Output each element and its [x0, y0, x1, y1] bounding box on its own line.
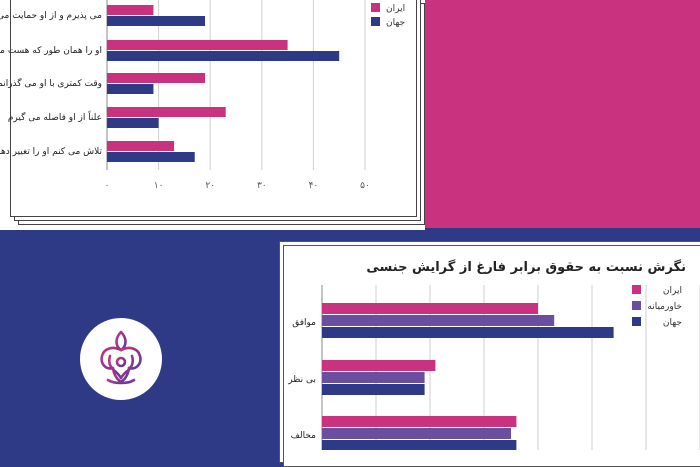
x-tick-label: ۳۰ [257, 181, 267, 191]
category-label: تلاش می کنم او را تغییر دهم [0, 147, 102, 157]
category-label: علناً از او فاصله می گیرم [8, 110, 102, 123]
chart-title: نگرش نسبت به حقوق برابر فارغ از گرایش جن… [366, 259, 686, 275]
bar [107, 118, 159, 128]
bar [322, 360, 436, 371]
legend-swatch [371, 3, 380, 12]
legend-swatch [632, 285, 641, 294]
legend-label: جهان [663, 318, 682, 328]
bar [322, 416, 517, 427]
bar [107, 51, 340, 61]
category-label: موافق [292, 318, 316, 328]
legend-swatch [632, 301, 641, 310]
x-tick-label: ۲۰ [205, 181, 215, 191]
bar [322, 327, 614, 338]
flower-logo-icon [100, 330, 142, 385]
x-tick-label: ۵۰ [360, 181, 370, 191]
top-chart-card [10, 0, 417, 217]
bar [107, 152, 195, 162]
category-label: مخالف [291, 431, 317, 441]
x-tick-label: ۱۰ [154, 181, 164, 191]
logo [80, 318, 162, 400]
legend-label: جهان [386, 18, 405, 28]
bar [107, 16, 206, 26]
bar [107, 107, 226, 117]
bar [322, 384, 425, 395]
category-label: وقت کمتری با او می گذرانم [0, 77, 102, 89]
bar [322, 315, 555, 326]
legend-label: ایران [663, 286, 682, 296]
bottom-bar-chart: نگرش نسبت به حقوق برابر فارغ از گرایش جن… [287, 259, 700, 450]
bar [322, 428, 511, 439]
top-bar-chart: ۰ ۱۰ ۲۰ ۳۰ ۴۰ ۵۰ می پذیرم و از او حمایت می کنم… [0, 0, 405, 191]
bar [107, 84, 154, 94]
bar [322, 303, 538, 314]
category-label: می پذیرم و از او حمایت می کنم [0, 11, 102, 21]
bar [107, 141, 175, 151]
bar [107, 5, 154, 15]
x-tick-label: ۰ [105, 181, 110, 191]
pink-background [425, 0, 700, 235]
bar [322, 440, 517, 450]
category-label: بی نظر [287, 375, 316, 385]
x-tick-label: ۴۰ [309, 181, 319, 191]
legend-swatch [371, 17, 380, 26]
bar [107, 40, 288, 50]
bar [322, 372, 425, 383]
legend-label: ایران [386, 4, 405, 14]
bar [107, 73, 206, 83]
category-label: او را همان طور که هست می پذیرم [0, 46, 102, 56]
legend-swatch [632, 317, 641, 326]
legend-label: خاورمیانه [647, 302, 682, 312]
